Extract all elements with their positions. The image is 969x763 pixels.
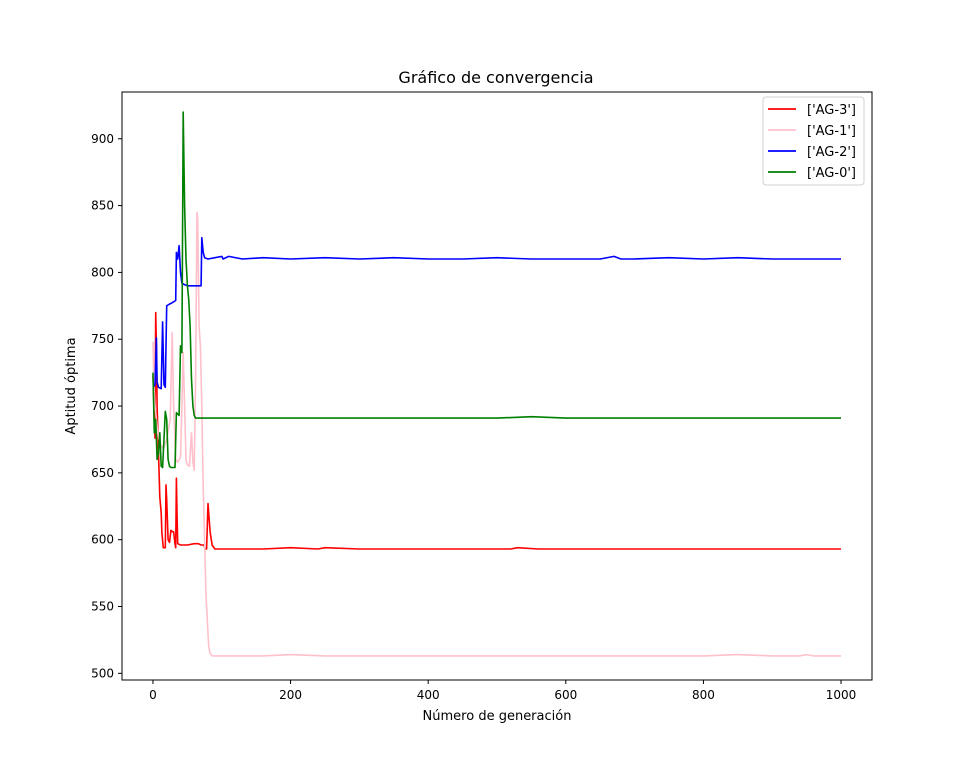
y-axis: 500 550 600 650 700 750 800 850 900 — [91, 132, 122, 680]
x-axis-label: Número de generación — [423, 709, 572, 724]
legend-label: ['AG-3'] — [807, 103, 856, 118]
series-line-0 — [152, 311, 841, 550]
y-tick-label: 850 — [91, 199, 114, 213]
plot-lines — [152, 111, 841, 657]
x-axis: 0 200 400 600 800 1000 — [149, 680, 856, 702]
legend: ['AG-3'] ['AG-1'] ['AG-2'] ['AG-0'] — [762, 96, 865, 186]
y-tick-label: 700 — [91, 399, 114, 413]
x-tick-label: 600 — [554, 688, 577, 702]
x-tick-label: 200 — [279, 688, 302, 702]
series-line-3 — [152, 111, 841, 469]
legend-label: ['AG-2'] — [807, 145, 856, 160]
chart-title: Gráfico de convergencia — [398, 68, 593, 87]
series-line-2 — [152, 236, 841, 390]
legend-label: ['AG-0'] — [807, 166, 856, 181]
x-tick-label: 800 — [692, 688, 715, 702]
x-tick-label: 0 — [149, 688, 157, 702]
legend-box — [762, 96, 865, 186]
y-tick-label: 800 — [91, 265, 114, 279]
x-tick-label: 400 — [417, 688, 440, 702]
legend-label: ['AG-1'] — [807, 124, 856, 139]
y-tick-label: 600 — [91, 533, 114, 547]
y-tick-label: 550 — [91, 600, 114, 614]
x-tick-label: 1000 — [826, 688, 857, 702]
y-axis-label: Aptitud óptima — [64, 337, 79, 434]
plot-frame — [121, 91, 873, 681]
y-tick-label: 650 — [91, 466, 114, 480]
y-tick-label: 750 — [91, 332, 114, 346]
y-tick-label: 900 — [91, 132, 114, 146]
y-tick-label: 500 — [91, 666, 114, 680]
series-line-1 — [152, 211, 841, 657]
